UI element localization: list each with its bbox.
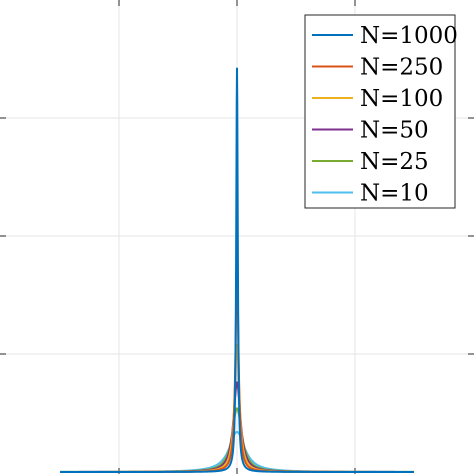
- series-lines: [59, 67, 415, 473]
- legend-label: N=50: [360, 118, 429, 144]
- series-line: [59, 67, 415, 473]
- legend-label: N=1000: [360, 23, 458, 49]
- legend-label: N=25: [360, 149, 429, 175]
- legend-box: [304, 14, 456, 209]
- legend-label: N=100: [360, 86, 443, 112]
- legend-label: N=250: [360, 55, 443, 81]
- legend-label: N=10: [360, 181, 429, 207]
- legend: N=1000 N=250 N=100 N=50 N=25 N=10: [304, 14, 458, 209]
